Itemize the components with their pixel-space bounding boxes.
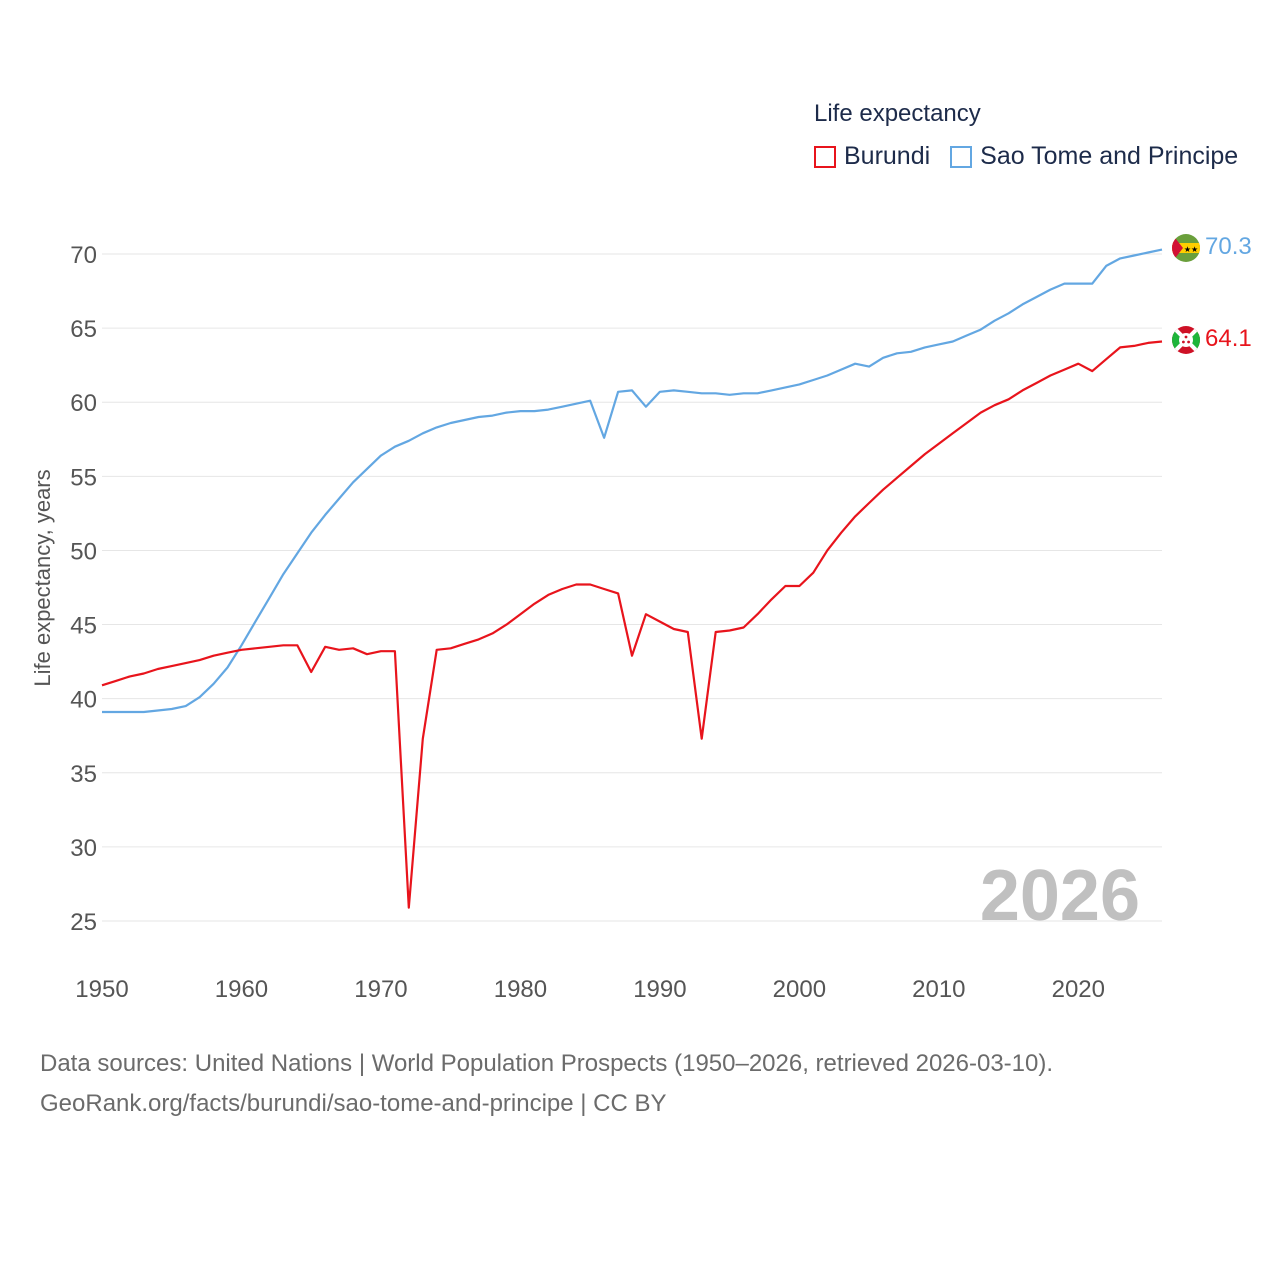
footer-sources: Data sources: United Nations | World Pop… (40, 1050, 1054, 1077)
legend-label-burundi: Burundi (844, 142, 931, 170)
series-line-sao-tome[interactable] (102, 248, 1163, 714)
x-tick-label: 2010 (912, 976, 965, 1003)
x-tick-label: 1960 (215, 976, 268, 1003)
y-tick-label: 60 (70, 390, 97, 417)
y-tick-label: 55 (70, 464, 97, 491)
grid (102, 253, 1162, 922)
x-tick-label: 1990 (633, 976, 686, 1003)
x-tick-label: 2000 (773, 976, 826, 1003)
legend-item-burundi[interactable]: Burundi (814, 142, 930, 171)
y-axis-ticks: 25 30 35 40 45 50 55 60 65 70 (70, 242, 97, 936)
y-axis-title: Life expectancy, years (30, 469, 55, 686)
y-tick-label: 45 (70, 613, 97, 640)
legend-swatch-sao-tome (950, 145, 973, 168)
legend-title: Life expectancy (814, 100, 981, 127)
legend-label-sao-tome: Sao Tome and Principe (980, 142, 1239, 170)
burundi-flag-icon (1172, 326, 1200, 354)
y-tick-label: 30 (70, 835, 97, 862)
end-label-burundi: 64.1 (1205, 325, 1252, 352)
footer: Data sources: United Nations | World Pop… (40, 1044, 1053, 1124)
series-line-burundi[interactable] (101, 340, 1163, 909)
y-tick-label: 50 (70, 538, 97, 565)
x-tick-label: 1980 (494, 976, 547, 1003)
legend-swatch-burundi (814, 145, 836, 168)
year-label: 2026 (980, 856, 1140, 936)
x-tick-label: 1950 (75, 976, 128, 1003)
footer-link[interactable]: GeoRank.org/facts/burundi/sao-tome-and-p… (40, 1090, 667, 1117)
y-tick-label: 35 (70, 761, 97, 788)
y-tick-label: 25 (70, 909, 97, 936)
x-tick-label: 2020 (1052, 976, 1105, 1003)
y-tick-label: 40 (70, 687, 97, 714)
y-tick-label: 65 (70, 316, 97, 343)
y-tick-label: 70 (70, 242, 97, 269)
x-tick-label: 1970 (354, 976, 407, 1003)
legend-item-sao-tome[interactable]: Sao Tome and Principe (950, 142, 1238, 171)
legend: Burundi Sao Tome and Principe (814, 142, 1238, 171)
series (101, 248, 1163, 909)
line-chart: 25 30 35 40 45 50 55 60 65 70 1950 1960 1970 1980 199… (30, 233, 1252, 1003)
svg-text:★★: ★★ (1184, 245, 1198, 254)
x-axis-ticks: 1950 1960 1970 1980 1990 2000 2010 2020 (75, 976, 1105, 1003)
sao-tome-flag-icon: ★★ (1172, 234, 1200, 262)
end-label-sao-tome: 70.3 (1205, 233, 1252, 260)
